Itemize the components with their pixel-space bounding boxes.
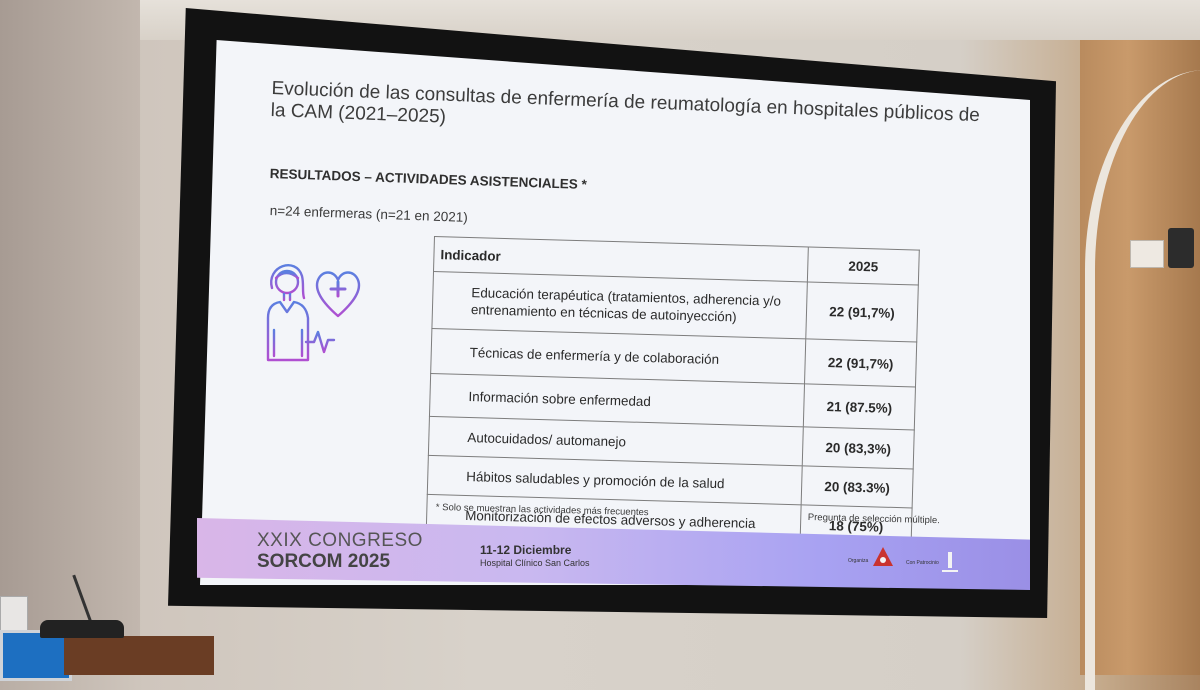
value-cell: 22 (91,7%) [805, 281, 919, 343]
projection-screen [200, 40, 1030, 585]
organizer-label: Organiza [848, 558, 869, 564]
nurse-heart-icon [262, 252, 372, 364]
indicator-table: Indicador 2025 Educación terapéutica (tr… [426, 236, 920, 547]
event-dates: 11-12 Diciembre [480, 543, 572, 557]
sponsor-label: Con Patrocinio [906, 560, 939, 566]
left-wall [0, 0, 140, 675]
sorcom-logo-icon [872, 546, 894, 568]
indicator-table-wrapper: Indicador 2025 Educación terapéutica (tr… [426, 236, 920, 547]
microphone-base [40, 620, 124, 638]
value-cell: 20 (83.3%) [801, 465, 914, 508]
header-year: 2025 [807, 246, 920, 286]
event-venue: Hospital Clínico San Carlos [480, 558, 590, 568]
wall-tile [0, 596, 28, 632]
podium-desk [64, 636, 214, 675]
wall-panel [1168, 228, 1194, 268]
value-cell: 21 (87.5%) [803, 383, 916, 430]
indicator-cell: Educación terapéutica (tratamientos, adh… [431, 271, 808, 339]
congress-line: XXIX CONGRESO [257, 530, 423, 551]
sponsor-logo-icon [940, 550, 960, 574]
brand-line: SORCOM 2025 [257, 551, 391, 572]
ceiling [0, 0, 1200, 40]
wall-switch [1130, 240, 1164, 268]
value-cell: 22 (91,7%) [804, 338, 917, 388]
wall-arch [1085, 70, 1200, 690]
laptop-screen [0, 630, 72, 681]
value-cell: 20 (83,3%) [802, 426, 915, 469]
